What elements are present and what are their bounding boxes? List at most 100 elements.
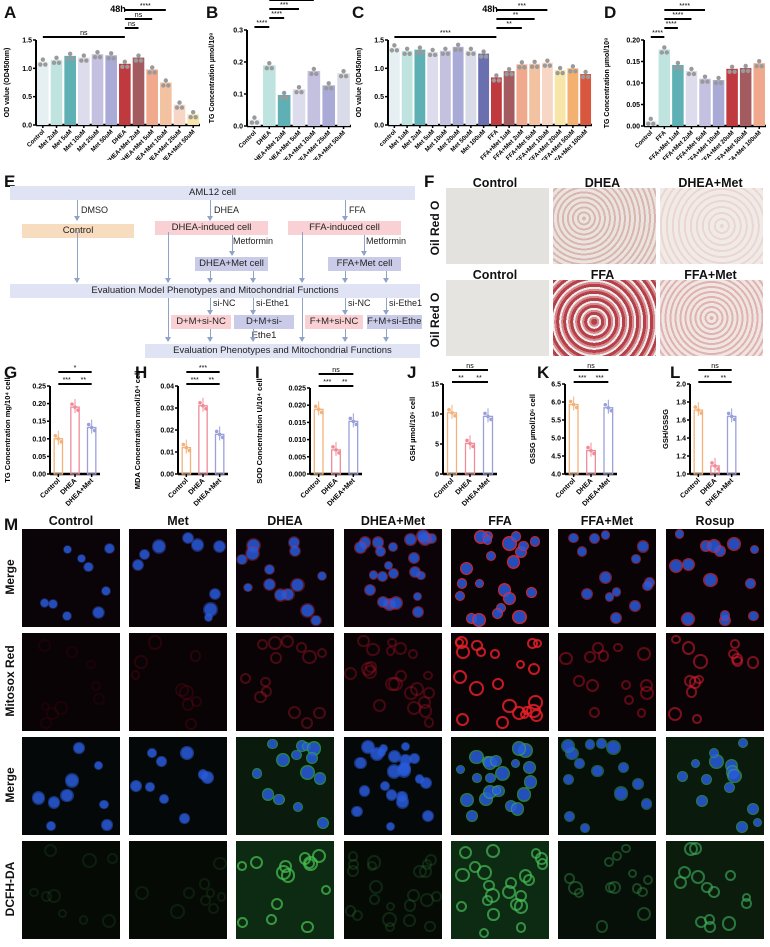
panel-label-i: I <box>255 363 260 382</box>
x-tick-label: Control <box>167 477 190 500</box>
significance-label: ** <box>704 375 710 382</box>
bar <box>726 415 737 475</box>
significance-label: *** <box>63 377 71 384</box>
flow-aml12-cell: AML12 cell <box>10 186 415 200</box>
micrograph-mitosox-red-met <box>129 633 227 731</box>
y-tick-label: 0.20 <box>32 401 46 408</box>
flow-label-si-nc: si-NC <box>213 298 236 308</box>
flow-control: Control <box>22 224 134 238</box>
flow-arrow-icon <box>342 200 348 221</box>
micro-row-merge: Merge <box>3 767 17 803</box>
y-tick-label: 0.5 <box>22 94 32 101</box>
bar <box>739 67 752 126</box>
y-tick-label: 2.0 <box>676 382 686 389</box>
micrograph-merge-control <box>22 737 120 835</box>
bar <box>50 59 63 126</box>
y-tick-label: 0.005 <box>288 454 306 461</box>
significance-label: ** <box>209 377 215 384</box>
flow-ffa-induced: FFA-induced cell <box>288 221 401 235</box>
flow-arrow-icon <box>207 200 213 221</box>
bar <box>292 89 306 126</box>
chart-h-mda: MDA Concentration nmol/10⁴ cell 0.00 0.01 0… <box>133 365 228 508</box>
significance-label: **** <box>679 3 690 10</box>
bar <box>132 57 145 125</box>
flow-arrow-icon <box>383 329 389 342</box>
flow-fm-si-ethe1: F+M+si-Ethe1 <box>367 315 422 329</box>
y-tick-label: 0.020 <box>288 403 306 410</box>
flow-arrow-icon <box>207 329 213 342</box>
y-tick-label: 0.03 <box>160 406 174 413</box>
micro-col-ffa: FFA <box>488 514 512 528</box>
bar <box>658 49 671 126</box>
micrograph-merge-ffa-met <box>558 737 656 835</box>
bar <box>541 62 553 125</box>
oil-red-image-ffa-met <box>660 280 763 356</box>
flow-label-ffa: FFA <box>349 205 366 215</box>
micrograph-dcfh-da-ffa-met <box>558 841 656 939</box>
y-tick-label: 0 <box>435 472 439 479</box>
chart-title: 48h <box>110 4 126 14</box>
bar <box>105 55 117 125</box>
x-tick-label: Control <box>237 129 258 150</box>
x-tick-label: Control <box>300 477 323 500</box>
bar <box>753 63 765 126</box>
y-tick-label: 4.5 <box>551 454 561 461</box>
oil-red-image-dhea <box>553 188 656 264</box>
oil-red-col-control: Control <box>472 176 518 190</box>
flow-label-dmso: DMSO <box>81 205 108 215</box>
x-tick-label: Control <box>433 477 456 500</box>
micro-col-dhea: DHEA <box>267 514 303 528</box>
flow-arrow-icon <box>299 232 305 283</box>
significance-label: **** <box>256 20 267 27</box>
bar <box>712 79 725 126</box>
y-tick-label: 5.5 <box>551 418 561 425</box>
micrograph-dcfh-da-dhea-met <box>344 841 442 939</box>
significance-label: **** <box>140 3 151 10</box>
micrograph-merge-ffa-met <box>558 529 656 627</box>
bar <box>516 64 528 125</box>
oil-red-col-ffa-met: FFA+Met <box>684 268 737 282</box>
y-tick-label: 0.05 <box>626 102 640 109</box>
significance-label: *** <box>280 2 288 9</box>
panel-label-m: M <box>4 515 19 534</box>
micrograph-merge-rosup <box>666 529 764 627</box>
bar <box>86 426 97 475</box>
flow-arrow-icon <box>383 271 389 283</box>
micro-row-merge: Merge <box>3 559 17 595</box>
micrograph-merge-ffa <box>451 529 549 627</box>
oil-red-image-control-2 <box>446 280 549 356</box>
y-tick-label: 0.00 <box>32 472 46 479</box>
micrograph-dcfh-da-met <box>129 841 227 939</box>
bar <box>427 51 439 125</box>
bar <box>568 403 579 475</box>
significance-label: ns <box>80 30 88 37</box>
bar <box>726 68 738 126</box>
y-tick-label: 0.15 <box>626 59 640 66</box>
flow-arrow-icon <box>342 271 348 283</box>
bar <box>160 82 172 125</box>
bar <box>401 50 413 126</box>
micrograph-merge-dhea-met <box>344 529 442 627</box>
oil-red-row-label: Oil Red O <box>428 200 442 256</box>
micrograph-merge-met <box>129 737 227 835</box>
significance-label: **** <box>666 21 677 28</box>
bar <box>452 46 464 125</box>
micrograph-mitosox-red-dhea <box>236 633 334 731</box>
y-tick-label: 0.25 <box>32 384 46 391</box>
y-tick-label: 0.01 <box>160 450 174 457</box>
y-tick-label: 0.15 <box>32 419 46 426</box>
flow-eval-model: Evaluation Model Phenotypes and Mitochon… <box>10 284 420 298</box>
bar <box>64 55 76 125</box>
significance-label: ** <box>476 375 482 382</box>
micrograph-merge-dhea-met <box>344 737 442 835</box>
chart-i-sod: SOD Concentration U/10⁴ cell 0.000 0.005 0.… <box>255 367 362 508</box>
bar <box>529 63 541 125</box>
significance-label: * <box>74 365 77 372</box>
flow-arrow-icon <box>74 200 80 221</box>
flow-arrow-icon <box>165 298 171 342</box>
bar <box>307 70 321 126</box>
flow-arrow-icon <box>299 298 305 342</box>
micrograph-merge-rosup <box>666 737 764 835</box>
micro-row-mitosox-red: Mitosox Red <box>3 645 17 717</box>
bar <box>580 74 592 125</box>
